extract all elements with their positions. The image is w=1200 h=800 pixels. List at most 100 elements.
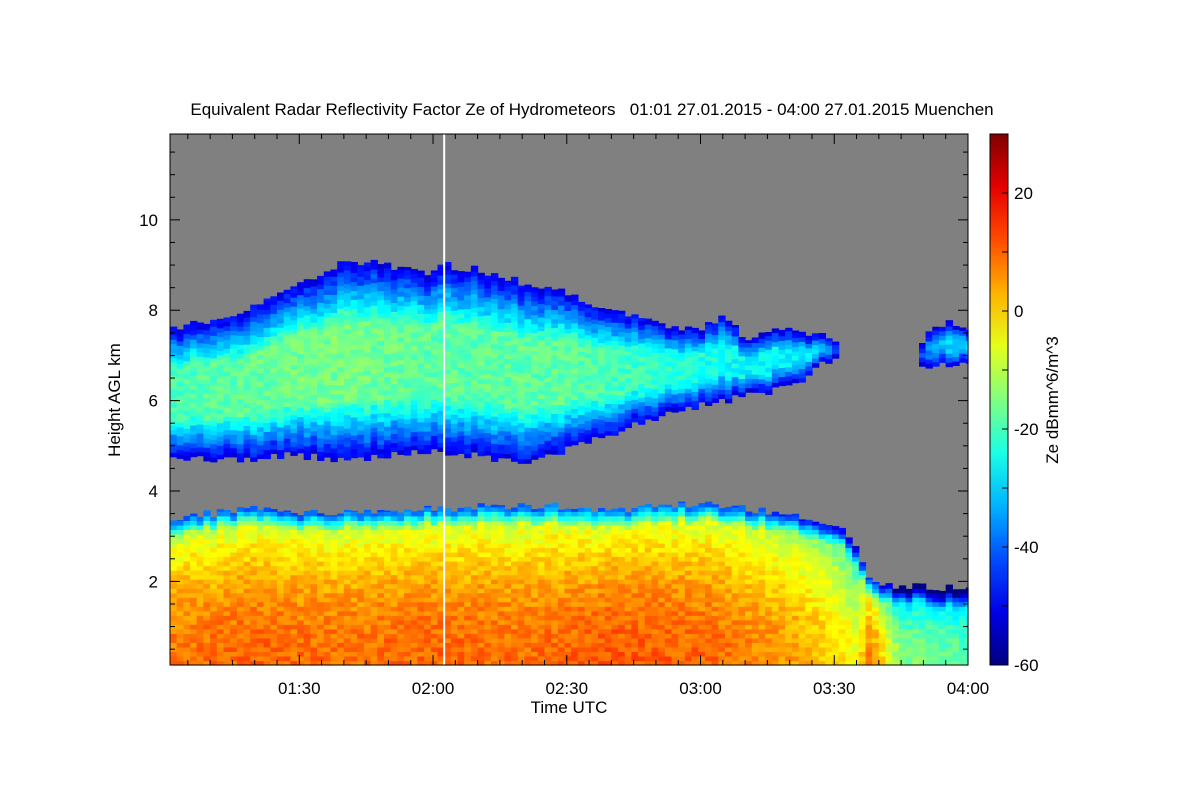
heatmap-cell <box>678 383 686 389</box>
heatmap-cell <box>591 391 599 397</box>
heatmap-cell <box>424 601 432 607</box>
heatmap-cell <box>731 349 739 355</box>
heatmap-cell <box>678 370 686 376</box>
heatmap-cell <box>170 429 178 435</box>
heatmap-cell <box>504 619 512 625</box>
heatmap-cell <box>404 292 412 298</box>
heatmap-cell <box>337 348 345 354</box>
heatmap-cell <box>363 306 372 312</box>
heatmap-cell <box>544 426 552 432</box>
heatmap-cell <box>183 656 191 662</box>
heatmap-cell <box>384 426 392 432</box>
heatmap-cell <box>170 633 178 639</box>
heatmap-cell <box>210 407 218 413</box>
heatmap-cell <box>343 342 352 348</box>
heatmap-cell <box>497 561 505 567</box>
heatmap-cell <box>230 556 238 562</box>
heatmap-cell <box>430 385 439 391</box>
heatmap-cell <box>390 592 398 598</box>
heatmap-cell <box>450 387 459 393</box>
heatmap-cell <box>537 353 546 359</box>
heatmap-cell <box>223 515 231 521</box>
heatmap-cell <box>705 391 713 397</box>
heatmap-cell <box>424 440 432 446</box>
heatmap-cell <box>216 570 225 576</box>
heatmap-cell <box>223 434 231 440</box>
heatmap-cell <box>377 579 385 585</box>
heatmap-cell <box>210 439 218 445</box>
heatmap-cell <box>210 362 218 368</box>
heatmap-cell <box>404 660 412 666</box>
heatmap-cell <box>497 511 505 517</box>
heatmap-cell <box>785 344 793 350</box>
heatmap-cell <box>223 646 231 652</box>
heatmap-cell <box>497 376 505 382</box>
heatmap-cell <box>457 524 465 530</box>
heatmap-cell <box>230 565 238 571</box>
heatmap-cell <box>277 363 285 369</box>
heatmap-cell <box>424 281 432 287</box>
heatmap-cell <box>491 352 499 358</box>
heatmap-cell <box>611 426 619 432</box>
heatmap-cell <box>323 543 332 549</box>
heatmap-cell <box>524 633 532 639</box>
heatmap-cell <box>243 524 251 530</box>
heatmap-cell <box>330 384 338 390</box>
heatmap-cell <box>410 282 418 288</box>
heatmap-cell <box>384 435 392 441</box>
chart-title: Equivalent Radar Reflectivity Factor Ze … <box>190 100 993 119</box>
heatmap-cell <box>410 624 418 630</box>
heatmap-cell <box>745 342 753 348</box>
heatmap-cell <box>170 628 178 634</box>
heatmap-cell <box>397 529 405 535</box>
heatmap-cell <box>537 619 546 625</box>
heatmap-cell <box>404 565 412 571</box>
heatmap-cell <box>363 524 372 530</box>
heatmap-cell <box>410 309 418 315</box>
heatmap-cell <box>323 307 332 313</box>
heatmap-cell <box>745 356 753 362</box>
heatmap-cell <box>705 324 713 330</box>
heatmap-cell <box>317 379 325 385</box>
heatmap-cell <box>517 341 525 347</box>
heatmap-cell <box>384 529 392 535</box>
heatmap-cell <box>731 372 739 378</box>
heatmap-cell <box>504 556 512 562</box>
heatmap-cell <box>303 633 311 639</box>
heatmap-cell <box>223 574 231 580</box>
heatmap-cell <box>377 326 385 332</box>
heatmap-cell <box>317 410 325 416</box>
heatmap-cell <box>477 374 485 380</box>
heatmap-cell <box>363 370 372 376</box>
heatmap-cell <box>330 371 338 377</box>
heatmap-cell <box>430 399 439 405</box>
heatmap-cell <box>256 597 265 603</box>
heatmap-cell <box>384 444 392 450</box>
heatmap-cell <box>638 388 646 394</box>
heatmap-cell <box>417 565 425 571</box>
heatmap-cell <box>397 350 405 356</box>
heatmap-cell <box>203 352 211 358</box>
heatmap-cell <box>718 362 726 368</box>
heatmap-cell <box>464 304 472 310</box>
heatmap-cell <box>357 533 365 539</box>
heatmap-cell <box>424 592 432 598</box>
heatmap-cell <box>404 391 412 397</box>
heatmap-cell <box>464 646 472 652</box>
heatmap-cell <box>203 524 211 530</box>
heatmap-cell <box>765 349 773 355</box>
heatmap-cell <box>437 543 445 549</box>
heatmap-cell <box>624 355 632 361</box>
heatmap-cell <box>745 374 753 380</box>
heatmap-cell <box>370 561 378 567</box>
heatmap-cell <box>417 637 425 643</box>
heatmap-cell <box>504 628 512 634</box>
heatmap-cell <box>604 398 612 404</box>
heatmap-cell <box>363 406 372 412</box>
heatmap-cell <box>678 347 686 353</box>
heatmap-cell <box>310 362 318 368</box>
heatmap-cell <box>517 574 525 580</box>
heatmap-cell <box>464 430 472 436</box>
heatmap-cell <box>390 297 398 303</box>
heatmap-cell <box>377 385 385 391</box>
